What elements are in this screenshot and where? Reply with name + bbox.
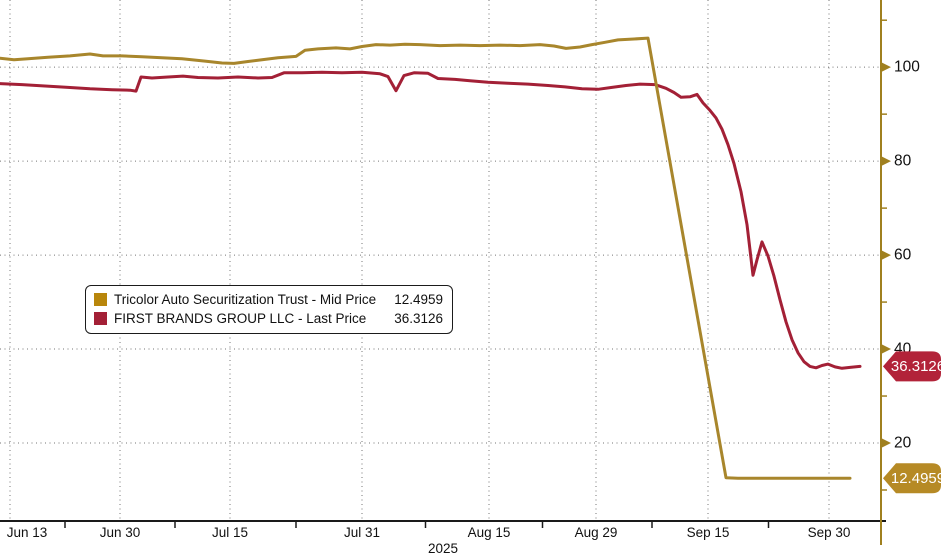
- y-major-tick-arrow: [882, 156, 891, 166]
- firstbrands-series-swatch: [94, 312, 107, 325]
- legend-label-firstbrands: FIRST BRANDS GROUP LLC - Last Price: [114, 311, 367, 326]
- legend-value-tricolor: 12.4959: [394, 292, 443, 307]
- legend-item-tricolor[interactable]: Tricolor Auto Securitization Trust - Mid…: [94, 291, 443, 308]
- tricolor-series-swatch: [94, 293, 107, 306]
- y-tick-label: 80: [894, 153, 912, 170]
- y-tick-label: 60: [894, 247, 912, 264]
- last-price-flag-label: 36.3126: [891, 358, 942, 375]
- y-major-tick-arrow: [882, 62, 891, 72]
- x-tick-label: Jun 13: [7, 525, 48, 540]
- x-tick-label: Jun 30: [100, 525, 141, 540]
- last-price-flag: [883, 463, 941, 494]
- tricolor-price-line[interactable]: [0, 36, 852, 480]
- y-major-tick-arrow: [882, 438, 891, 448]
- firstbrands-price-line[interactable]: [0, 70, 862, 370]
- x-tick-label: Aug 29: [575, 525, 618, 540]
- last-price-flag: [883, 351, 941, 382]
- legend-item-firstbrands[interactable]: FIRST BRANDS GROUP LLC - Last Price 36.3…: [94, 310, 443, 327]
- x-axis-year-label: 2025: [427, 541, 459, 556]
- y-major-tick-arrow: [882, 344, 891, 354]
- y-tick-label: 20: [894, 435, 912, 452]
- y-tick-label: 100: [894, 59, 920, 76]
- chart-legend[interactable]: Tricolor Auto Securitization Trust - Mid…: [85, 285, 453, 334]
- x-tick-label: Sep 30: [808, 525, 851, 540]
- x-tick-label: Sep 15: [687, 525, 730, 540]
- legend-label-tricolor: Tricolor Auto Securitization Trust - Mid…: [114, 292, 377, 307]
- legend-value-firstbrands: 36.3126: [394, 311, 443, 326]
- last-price-flag-label: 12.4959: [891, 470, 942, 487]
- y-major-tick-arrow: [882, 250, 891, 260]
- x-tick-label: Jul 31: [344, 525, 380, 540]
- x-tick-label: Aug 15: [468, 525, 511, 540]
- x-tick-label: Jul 15: [212, 525, 248, 540]
